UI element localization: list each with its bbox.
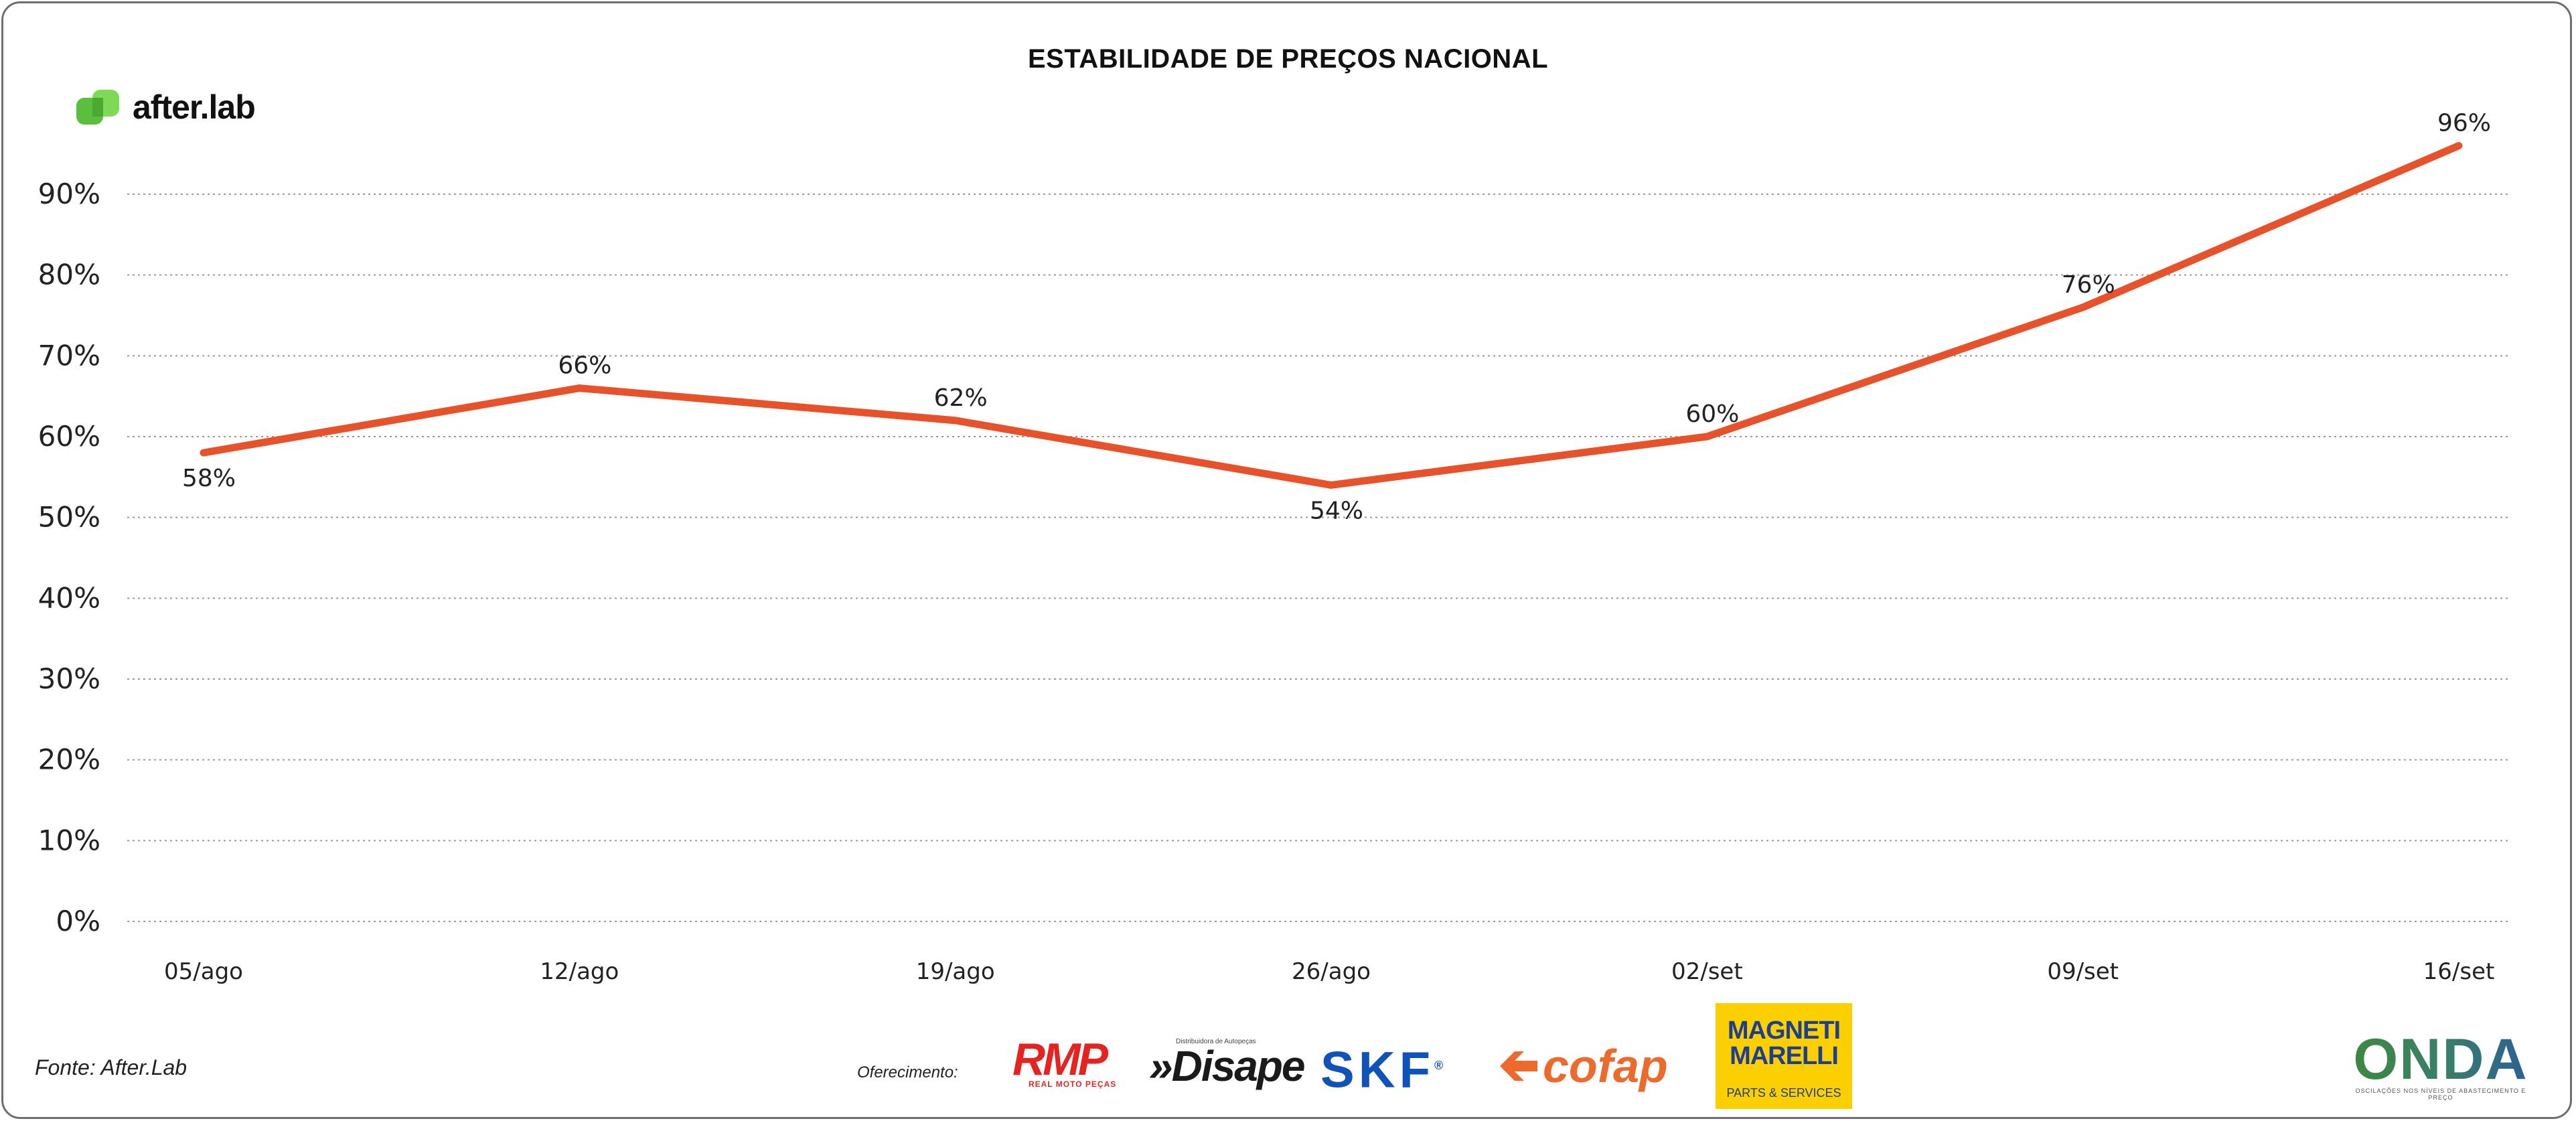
data-label: 96% xyxy=(2437,110,2491,137)
source-note: Fonte: After.Lab xyxy=(35,1055,187,1079)
y-tick-label: 70% xyxy=(38,339,100,372)
data-label: 62% xyxy=(934,384,988,412)
y-tick-label: 80% xyxy=(38,258,100,291)
cofap-logo-name: cofap xyxy=(1543,1040,1668,1092)
sponsor-label: Oferecimento: xyxy=(857,1063,958,1081)
y-tick-label: 10% xyxy=(38,824,100,856)
chart-title: ESTABILIDADE DE PREÇOS NACIONAL xyxy=(1027,44,1549,74)
mm-logo-line2: MARELLI xyxy=(1730,1042,1839,1070)
data-label: 76% xyxy=(2062,271,2115,299)
x-tick-label: 16/set xyxy=(2423,958,2495,985)
series-line xyxy=(200,142,2463,489)
y-tick-label: 50% xyxy=(38,501,100,534)
y-tick-label: 20% xyxy=(38,743,100,776)
onda-logo: ONDA OSCILAÇÕES NOS NÍVEIS DE ABASTECIME… xyxy=(2344,1031,2538,1101)
x-tick-label: 12/ago xyxy=(540,958,619,985)
cofap-logo: cofap xyxy=(1497,1042,1691,1090)
disape-logo: Distribuidora de Autopeças »Disape xyxy=(1149,1038,1305,1092)
y-tick-label: 60% xyxy=(38,420,100,453)
x-tick-label: 26/ago xyxy=(1292,958,1371,985)
data-label: 66% xyxy=(558,352,611,380)
x-tick-label: 19/ago xyxy=(916,958,995,985)
y-tick-label: 90% xyxy=(38,177,100,210)
skf-registered-mark: ® xyxy=(1434,1059,1444,1072)
x-tick-label: 02/set xyxy=(1671,958,1743,985)
rmp-logo-tagline: REAL MOTO PEÇAS xyxy=(1029,1079,1117,1089)
y-tick-label: 30% xyxy=(38,662,100,695)
mm-logo-line3: PARTS & SERVICES xyxy=(1726,1086,1841,1100)
skf-logo: SKF® xyxy=(1320,1042,1481,1096)
data-label: 58% xyxy=(182,465,236,492)
skf-logo-name: SKF xyxy=(1320,1041,1434,1099)
magneti-marelli-logo: MAGNETI MARELLI PARTS & SERVICES xyxy=(1716,1003,1852,1109)
onda-logo-name: ONDA xyxy=(2344,1031,2538,1088)
cofap-mark-icon xyxy=(1500,1051,1537,1081)
y-tick-label: 40% xyxy=(38,581,100,614)
rmp-logo: RMP REAL MOTO PEÇAS xyxy=(1012,1034,1130,1089)
onda-logo-tagline: OSCILAÇÕES NOS NÍVEIS DE ABASTECIMENTO E… xyxy=(2355,1088,2526,1101)
x-tick-label: 05/ago xyxy=(164,958,243,985)
data-label: 60% xyxy=(1685,400,1739,428)
after-lab-logo-icon xyxy=(76,90,119,125)
rmp-logo-name: RMP xyxy=(1012,1034,1108,1085)
disape-logo-tagline: Distribuidora de Autopeças xyxy=(1176,1038,1256,1045)
mm-logo-line1: MAGNETI xyxy=(1727,1017,1841,1045)
y-tick-label: 0% xyxy=(56,905,100,938)
x-tick-label: 09/set xyxy=(2047,958,2119,985)
data-label: 54% xyxy=(1310,497,1363,524)
brand-name: after.lab xyxy=(133,88,256,126)
brand: after.lab xyxy=(75,87,256,127)
disape-logo-name: »Disape xyxy=(1149,1042,1305,1090)
